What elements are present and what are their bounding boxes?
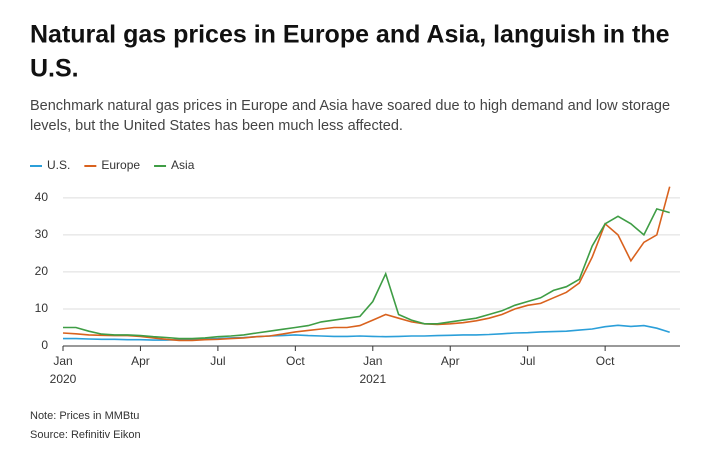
year-label: 2020 [50, 372, 77, 386]
title: U.S. [30, 55, 79, 83]
y-tick-label: 40 [35, 190, 49, 204]
subtitle: levels, but the United States has been m… [30, 118, 403, 134]
x-tick-label: Jan [53, 354, 72, 368]
line [63, 207, 670, 340]
y-tick-label: 30 [35, 227, 49, 241]
x-tick-label: Jul [210, 354, 225, 368]
x-tick-label: Oct [286, 354, 305, 368]
title: Natural gas prices in Europe and Asia, l… [30, 21, 670, 49]
y-tick-label: 0 [41, 338, 48, 352]
x-tick-label: Apr [131, 354, 150, 368]
legend-label: Europe [101, 158, 140, 172]
line [63, 324, 670, 341]
y-tick-label: 10 [35, 301, 49, 315]
x-tick-label: Oct [596, 354, 615, 368]
y-tick-label: 20 [35, 264, 49, 278]
x-tick-label: Jan [363, 354, 382, 368]
note: Source: Refinitiv Eikon [30, 429, 141, 441]
note: Note: Prices in MMBtu [30, 410, 139, 422]
line [62, 186, 671, 342]
legend-label: U.S. [47, 158, 70, 172]
x-tick-label: Jul [520, 354, 535, 368]
legend-label: Asia [171, 158, 195, 172]
subtitle: Benchmark natural gas prices in Europe a… [30, 98, 670, 114]
year-label: 2021 [359, 372, 386, 386]
x-tick-label: Apr [441, 354, 460, 368]
